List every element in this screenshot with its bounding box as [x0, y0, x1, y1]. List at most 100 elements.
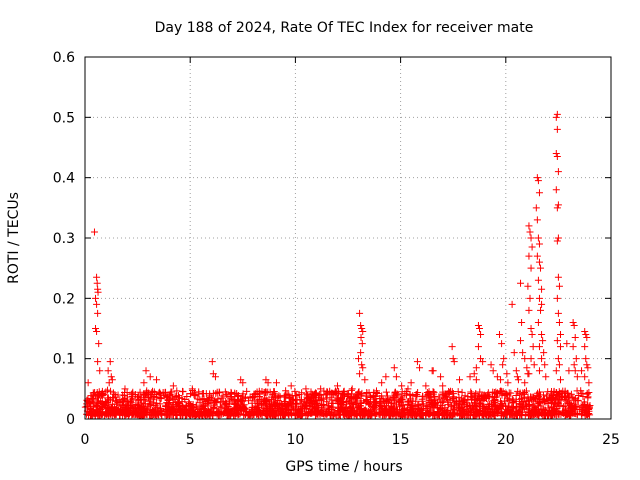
- data-point-baseline: [158, 408, 166, 416]
- data-point: [487, 361, 495, 369]
- data-point-baseline: [503, 407, 511, 415]
- data-point-baseline: [408, 410, 416, 418]
- data-point-baseline: [202, 390, 210, 398]
- data-point: [584, 364, 592, 372]
- data-point-baseline: [447, 402, 455, 410]
- data-point-baseline: [453, 399, 461, 407]
- data-point-baseline: [357, 405, 365, 413]
- data-point-baseline: [472, 410, 480, 418]
- data-point-baseline: [150, 392, 158, 400]
- data-point-baseline: [128, 404, 136, 412]
- data-point-baseline: [458, 388, 466, 396]
- data-point-baseline: [240, 411, 248, 419]
- data-point-baseline: [241, 404, 249, 412]
- data-point: [456, 376, 464, 384]
- data-point: [533, 252, 541, 260]
- data-point: [553, 237, 561, 245]
- data-point-baseline: [353, 391, 361, 399]
- data-point-baseline: [214, 409, 222, 417]
- data-point-baseline: [336, 411, 344, 419]
- data-point-baseline: [291, 387, 299, 395]
- data-point-baseline: [123, 388, 131, 396]
- data-point-baseline: [308, 390, 316, 398]
- data-point: [524, 282, 532, 290]
- data-point: [529, 343, 537, 351]
- data-point: [553, 125, 561, 133]
- data-point: [525, 370, 533, 378]
- data-point-baseline: [530, 397, 538, 405]
- data-point-baseline: [341, 392, 349, 400]
- data-point-baseline: [370, 403, 378, 411]
- data-point: [470, 370, 478, 378]
- data-point-baseline: [288, 404, 296, 412]
- data-point-baseline: [284, 401, 292, 409]
- data-point: [474, 321, 482, 329]
- data-point: [356, 370, 364, 378]
- data-point-baseline: [395, 397, 403, 405]
- data-point-baseline: [489, 410, 497, 418]
- data-point-baseline: [251, 390, 259, 398]
- data-point-baseline: [330, 391, 338, 399]
- data-point-baseline: [497, 387, 505, 395]
- data-point-baseline: [440, 397, 448, 405]
- data-point: [512, 367, 520, 375]
- data-point-baseline: [192, 391, 200, 399]
- data-point-baseline: [249, 393, 257, 401]
- data-point: [84, 379, 92, 387]
- data-point-baseline: [175, 402, 183, 410]
- x-tick-label: 10: [286, 432, 304, 448]
- data-point: [239, 379, 247, 387]
- data-point: [357, 349, 365, 357]
- data-point-baseline: [128, 390, 136, 398]
- data-point-baseline: [274, 403, 282, 411]
- data-point: [142, 367, 150, 375]
- data-point-baseline: [164, 411, 172, 419]
- data-point-baseline: [371, 392, 379, 400]
- data-point-baseline: [323, 388, 331, 396]
- data-point: [416, 364, 424, 372]
- data-point: [537, 264, 545, 272]
- data-point: [533, 216, 541, 224]
- data-point: [572, 355, 580, 363]
- data-point-baseline: [280, 393, 288, 401]
- data-point: [93, 328, 101, 336]
- data-point-baseline: [528, 402, 536, 410]
- data-point: [582, 355, 590, 363]
- data-point: [472, 364, 480, 372]
- data-point-baseline: [234, 397, 242, 405]
- data-point-baseline: [518, 394, 526, 402]
- data-point-baseline: [340, 398, 348, 406]
- data-point-baseline: [95, 388, 103, 396]
- data-point-baseline: [232, 403, 240, 411]
- data-point: [208, 358, 216, 366]
- data-point-baseline: [489, 397, 497, 405]
- data-point-baseline: [347, 410, 355, 418]
- data-point: [357, 334, 365, 342]
- data-point-baseline: [527, 393, 535, 401]
- y-tick-label: 0.2: [53, 291, 75, 307]
- data-point: [514, 376, 522, 384]
- x-axis-label: GPS time / hours: [285, 459, 402, 475]
- data-point: [359, 364, 367, 372]
- data-point: [317, 385, 325, 393]
- data-point: [552, 186, 560, 194]
- data-point-baseline: [521, 388, 529, 396]
- data-point-baseline: [406, 404, 414, 412]
- data-point-baseline: [241, 393, 249, 401]
- y-axis-label: ROTI / TECUs: [6, 192, 22, 284]
- data-point-baseline: [250, 390, 258, 398]
- data-point: [92, 325, 100, 332]
- data-point: [535, 294, 543, 302]
- data-point-baseline: [399, 412, 407, 420]
- data-point-baseline: [480, 395, 488, 403]
- data-point: [521, 379, 529, 387]
- data-point-baseline: [525, 397, 533, 405]
- data-point: [570, 321, 578, 329]
- data-point-baseline: [552, 399, 560, 407]
- data-point-baseline: [280, 400, 288, 408]
- data-point-baseline: [209, 409, 217, 417]
- data-point-baseline: [155, 389, 163, 397]
- data-point-baseline: [423, 402, 431, 410]
- data-point-baseline: [455, 404, 463, 412]
- data-point: [302, 385, 310, 393]
